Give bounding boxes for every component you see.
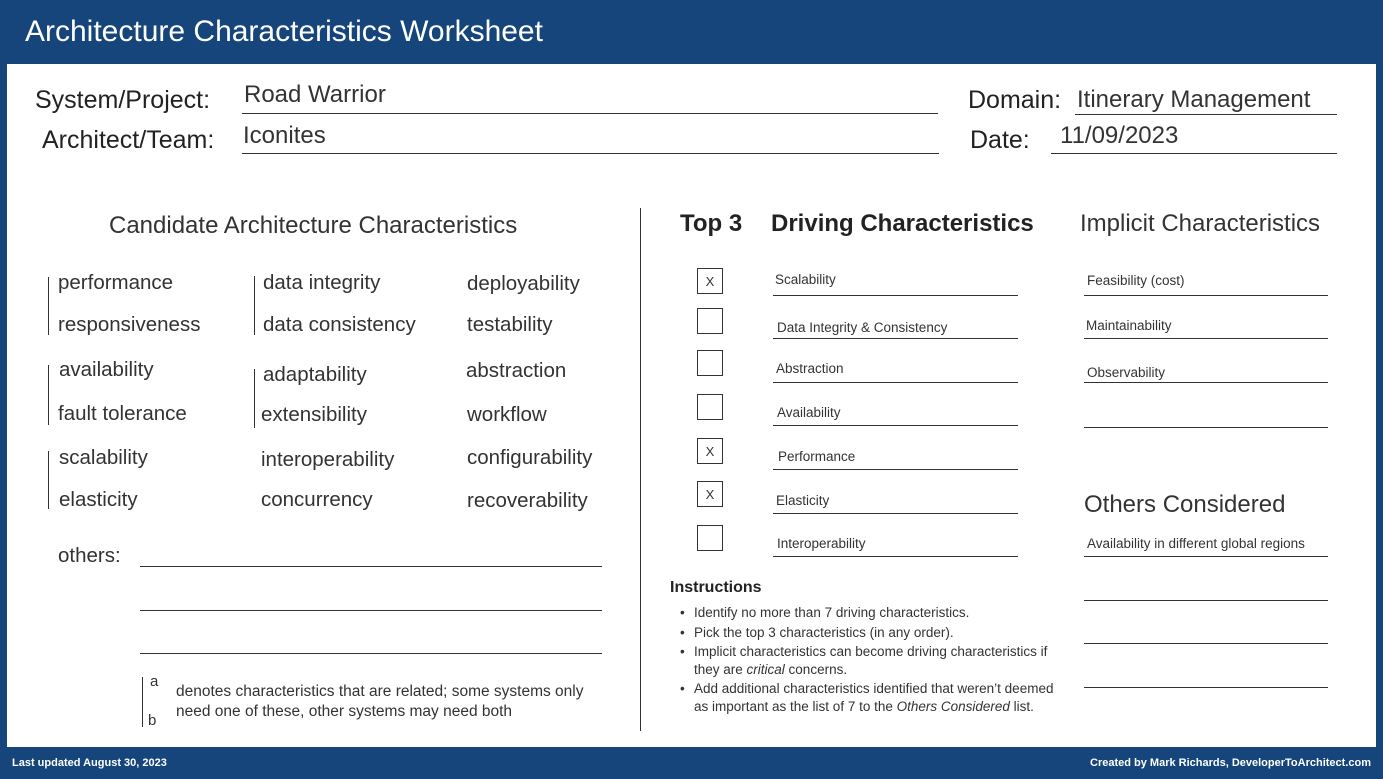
candidate-item: elasticity (59, 488, 138, 511)
implicit-item[interactable]: Feasibility (cost) (1087, 273, 1185, 288)
date-underline (1051, 153, 1337, 154)
implicit-line (1084, 295, 1328, 296)
implicit-line (1084, 382, 1328, 383)
candidate-item: data integrity (263, 271, 381, 294)
candidate-item: extensibility (261, 403, 367, 426)
domain-label: Domain: (968, 86, 1062, 114)
candidate-item: abstraction (466, 359, 567, 382)
candidate-item: performance (58, 271, 174, 294)
legend-text: denotes characteristics that are related… (176, 683, 584, 720)
candidate-item: adaptability (263, 363, 367, 386)
top3-checkbox[interactable]: X (697, 268, 723, 294)
legend-b: b (148, 712, 157, 729)
instruction-item: • Identify no more than 7 driving charact… (680, 605, 970, 620)
implicit-line (1084, 427, 1328, 428)
candidate-item: testability (467, 313, 553, 336)
driving-item[interactable]: Elasticity (776, 493, 830, 508)
others-label: others: (58, 544, 121, 567)
others-line[interactable] (140, 653, 602, 654)
driving-item[interactable]: Abstraction (776, 361, 844, 376)
driving-line (773, 382, 1018, 383)
others-considered-item[interactable]: Availability in different global regions (1087, 536, 1305, 551)
others-considered-line (1084, 687, 1328, 688)
top3-checkbox[interactable]: X (697, 481, 723, 507)
driving-item[interactable]: Performance (778, 449, 856, 464)
date-value[interactable]: 11/09/2023 (1060, 122, 1179, 149)
architect-label: Architect/Team: (42, 126, 215, 154)
related-bracket (48, 277, 49, 335)
others-considered-line (1084, 556, 1328, 557)
candidate-item: interoperability (261, 448, 395, 471)
top3-label: Top 3 (680, 210, 743, 237)
related-bracket (254, 276, 255, 335)
instructions-title: Instructions (670, 579, 762, 596)
top3-checkbox[interactable] (697, 350, 723, 376)
driving-line (773, 295, 1018, 296)
others-line[interactable] (140, 566, 602, 567)
candidate-item: deployability (467, 272, 580, 295)
driving-item[interactable]: Scalability (775, 272, 836, 287)
domain-underline (1075, 114, 1337, 115)
candidate-item: configurability (467, 446, 593, 469)
driving-line (773, 338, 1018, 339)
instruction-item: • Add additional characteristics identifi… (680, 681, 1054, 714)
driving-line (773, 425, 1018, 426)
legend-bracket (142, 677, 143, 727)
driving-line (773, 556, 1018, 557)
system-label: System/Project: (35, 86, 211, 114)
top3-checkbox[interactable]: X (697, 438, 723, 464)
candidate-item: recoverability (467, 489, 588, 512)
last-updated: Last updated August 30, 2023 (12, 757, 167, 769)
page-title: Architecture Characteristics Worksheet (25, 15, 543, 48)
others-line[interactable] (140, 610, 602, 611)
others-considered-line (1084, 643, 1328, 644)
architect-value[interactable]: Iconites (243, 122, 326, 149)
candidate-item: availability (59, 358, 154, 381)
domain-value[interactable]: Itinerary Management (1077, 86, 1311, 113)
top3-checkbox[interactable] (697, 525, 723, 551)
candidate-item: data consistency (263, 313, 416, 336)
driving-item[interactable]: Data Integrity & Consistency (777, 320, 948, 335)
driving-line (773, 513, 1018, 514)
driving-title: Driving Characteristics (771, 210, 1034, 237)
candidate-item: scalability (59, 446, 148, 469)
implicit-item[interactable]: Maintainability (1086, 318, 1172, 333)
instructions-list: • Identify no more than 7 driving charact… (671, 604, 1071, 717)
candidate-item: fault tolerance (58, 402, 187, 425)
implicit-title: Implicit Characteristics (1080, 210, 1321, 237)
instruction-item: • Implicit characteristics can become dri… (680, 644, 1048, 677)
others-considered-line (1084, 600, 1328, 601)
driving-item[interactable]: Interoperability (777, 536, 866, 551)
candidate-title: Candidate Architecture Characteristics (109, 212, 518, 239)
top3-checkbox[interactable] (697, 308, 723, 334)
related-bracket (48, 365, 49, 425)
footer: Last updated August 30, 2023 Created by … (0, 747, 1383, 777)
worksheet: System/Project: Road Warrior Architect/T… (7, 64, 1376, 747)
credit: Created by Mark Richards, DeveloperToArc… (1090, 757, 1371, 769)
candidate-item: workflow (467, 403, 547, 426)
implicit-line (1084, 338, 1328, 339)
others-considered-title: Others Considered (1084, 491, 1286, 518)
driving-item[interactable]: Availability (777, 405, 841, 420)
instruction-item: • Pick the top 3 characteristics (in any … (680, 624, 954, 640)
candidate-item: concurrency (261, 488, 373, 511)
date-label: Date: (970, 126, 1030, 154)
candidate-item: responsiveness (58, 313, 201, 336)
implicit-item[interactable]: Observability (1087, 365, 1166, 380)
legend-a: a (150, 673, 159, 690)
architect-underline (242, 153, 939, 154)
driving-line (773, 469, 1018, 470)
section-divider (640, 208, 641, 731)
related-bracket (48, 451, 49, 509)
system-value[interactable]: Road Warrior (244, 81, 386, 108)
top3-checkbox[interactable] (697, 394, 723, 420)
system-underline (242, 113, 938, 114)
related-bracket (254, 369, 255, 428)
